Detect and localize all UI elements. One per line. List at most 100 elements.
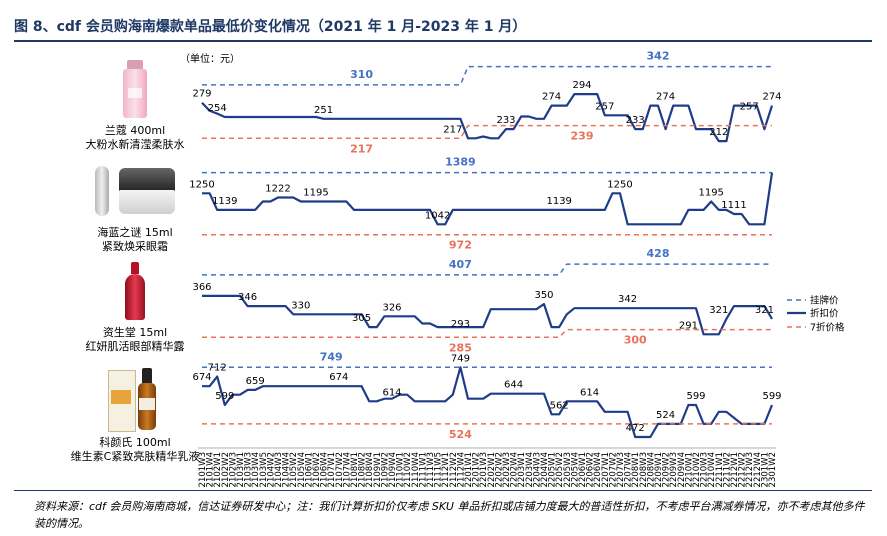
data-label: 599 bbox=[762, 391, 781, 402]
x-tick-label: 2212W4 bbox=[753, 452, 763, 487]
data-label: 279 bbox=[192, 89, 211, 100]
data-label: 326 bbox=[382, 302, 401, 313]
x-tick-label: 2209W2 bbox=[662, 452, 672, 487]
reference-label: 342 bbox=[647, 50, 670, 63]
reference-label: 285 bbox=[449, 341, 472, 354]
x-tick-label: 2106W2 bbox=[312, 452, 322, 487]
data-label: 350 bbox=[534, 290, 553, 301]
x-tick-label: 2209W3 bbox=[669, 452, 679, 487]
data-label: 330 bbox=[291, 300, 310, 311]
source-rule bbox=[14, 490, 872, 491]
data-label: 294 bbox=[572, 80, 591, 91]
data-label: 233 bbox=[626, 115, 645, 126]
series-line-1 bbox=[202, 366, 774, 439]
data-label: 251 bbox=[314, 105, 333, 116]
x-tick-label: 2205W3 bbox=[563, 452, 573, 487]
product-name-line2: 紧致焕采眼霜 bbox=[102, 240, 168, 253]
x-tick-label: 2301W1 bbox=[760, 452, 770, 487]
x-tick-label: 2107W1 bbox=[327, 452, 337, 487]
x-tick-label: 2104W2 bbox=[266, 452, 276, 487]
x-tick-label: 2110W4 bbox=[411, 452, 421, 487]
data-label: 1042 bbox=[425, 210, 450, 221]
x-tick-label: 2109W4 bbox=[388, 452, 398, 487]
x-tick-label: 2109W1 bbox=[373, 452, 383, 487]
x-tick-label: 2104W3 bbox=[274, 452, 284, 487]
x-tick-label: 2201W1 bbox=[464, 452, 474, 487]
x-tick-label: 2107W4 bbox=[342, 452, 352, 487]
x-tick-label: 2203W1 bbox=[517, 452, 527, 487]
x-tick-label: 2102W2 bbox=[221, 452, 231, 487]
series-line-1 bbox=[201, 92, 774, 143]
pink-toner-bottle-icon bbox=[122, 60, 148, 118]
data-label: 366 bbox=[192, 282, 211, 293]
x-tick-label: 2207W3 bbox=[616, 452, 626, 487]
x-tick-label: 2206W1 bbox=[578, 452, 588, 487]
data-label: 293 bbox=[451, 319, 470, 330]
x-tick-label: 2208W1 bbox=[631, 452, 641, 487]
data-label: 1139 bbox=[546, 196, 571, 207]
x-tick-label: 2109W2 bbox=[380, 452, 390, 487]
x-tick-label: 2208W3 bbox=[639, 452, 649, 487]
data-label: 1250 bbox=[189, 179, 214, 190]
data-label: 254 bbox=[208, 103, 227, 114]
data-label: 212 bbox=[709, 127, 728, 138]
x-tick-label: 2211W1 bbox=[715, 452, 725, 487]
x-tick-label: 2107W2 bbox=[335, 452, 345, 487]
x-tick-label: 2208W4 bbox=[646, 452, 656, 487]
x-tick-label: 2103W4 bbox=[251, 452, 261, 487]
eye-cream-jar-icon bbox=[95, 162, 175, 220]
product-lamer: 海蓝之谜 15ml 紧致焕采眼霜 bbox=[60, 162, 210, 254]
x-tick-label: 2202W4 bbox=[510, 452, 520, 487]
data-label: 305 bbox=[352, 313, 371, 324]
data-label: 749 bbox=[451, 353, 470, 364]
x-tick-label: 2211W2 bbox=[722, 452, 732, 487]
red-serum-bottle-icon bbox=[122, 262, 148, 320]
x-tick-label: 2205W4 bbox=[570, 452, 580, 487]
x-tick-label: 2205W2 bbox=[555, 452, 565, 487]
x-tick-label: 2210W3 bbox=[700, 452, 710, 487]
reference-label: 428 bbox=[647, 247, 670, 260]
series-line-0 bbox=[202, 65, 772, 86]
legend-label: 折扣价 bbox=[810, 308, 839, 320]
legend-label: 挂牌价 bbox=[810, 295, 839, 307]
title-rule bbox=[14, 40, 872, 42]
x-tick-label: 2210W2 bbox=[692, 452, 702, 487]
x-tick-label: 2207W1 bbox=[601, 452, 611, 487]
x-tick-label: 2212W3 bbox=[745, 452, 755, 487]
reference-label: 972 bbox=[449, 239, 472, 252]
x-tick-label: 2206W4 bbox=[593, 452, 603, 487]
x-tick-label: 2201W2 bbox=[472, 452, 482, 487]
data-label: 1222 bbox=[265, 183, 290, 194]
data-label: 614 bbox=[382, 387, 401, 398]
x-tick-label: 2212W2 bbox=[738, 452, 748, 487]
data-label: 674 bbox=[329, 372, 348, 383]
data-label: 712 bbox=[208, 363, 227, 374]
x-tick-label: 2202W1 bbox=[487, 452, 497, 487]
unit-label: （单位：元） bbox=[180, 54, 240, 65]
x-tick-label: 2111W3 bbox=[426, 452, 436, 487]
x-tick-label: 2204W4 bbox=[540, 452, 550, 487]
x-tick-label: 2209W1 bbox=[654, 452, 664, 487]
x-axis: 2101W32101W42102W12102W22102W32103W12103… bbox=[198, 447, 778, 487]
reference-label: 749 bbox=[320, 350, 343, 363]
product-name-line1: 兰蔻 400ml bbox=[104, 124, 166, 137]
x-tick-label: 2207W4 bbox=[624, 452, 634, 487]
x-tick-label: 2201W3 bbox=[479, 452, 489, 487]
x-tick-label: 2111W5 bbox=[434, 452, 444, 487]
reference-label: 239 bbox=[571, 130, 594, 143]
data-label: 1195 bbox=[303, 188, 328, 199]
x-tick-label: 2106W4 bbox=[320, 452, 330, 487]
figure-title: 图 8、cdf 会员购海南爆款单品最低价变化情况（2021 年 1 月-2023… bbox=[14, 19, 527, 35]
x-tick-label: 2110W1 bbox=[396, 452, 406, 487]
data-label: 274 bbox=[542, 92, 561, 103]
data-label: 291 bbox=[679, 320, 698, 331]
data-label: 614 bbox=[580, 387, 599, 398]
x-tick-label: 2108W2 bbox=[358, 452, 368, 487]
x-tick-label: 2103W3 bbox=[244, 452, 254, 487]
x-tick-label: 2112W4 bbox=[456, 452, 466, 487]
data-label: 274 bbox=[656, 92, 675, 103]
product-name-line1: 科颜氏 100ml bbox=[99, 436, 171, 449]
